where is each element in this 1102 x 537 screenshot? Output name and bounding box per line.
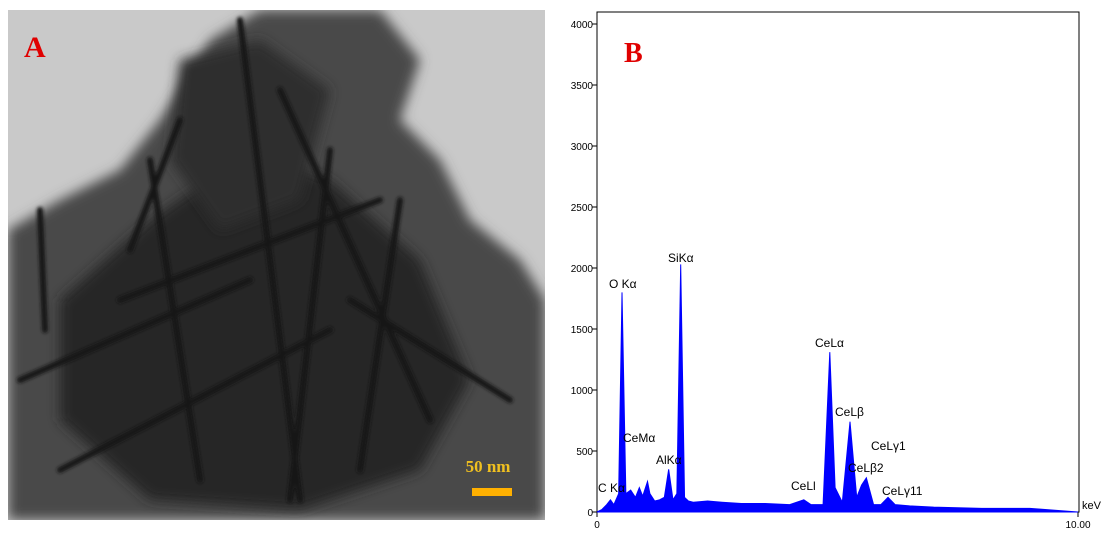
y-tick-label: 3500 [571,81,594,92]
y-tick-label: 0 [587,508,593,519]
peak-label: C Kα [598,481,625,495]
peak-label: CeLα [815,336,844,350]
y-tick-label: 2000 [571,264,594,275]
peak-label: CeLl [791,479,816,493]
y-tick-label: 3000 [571,142,594,153]
panel-label: A [24,31,46,64]
panel-label: B [624,38,643,69]
scale-bar [472,488,512,496]
y-tick-label: 1000 [571,386,594,397]
peak-label: CeLγ1 [871,439,906,453]
x-tick-label: 10.00 [1065,520,1090,531]
peak-label: AlKα [656,453,682,467]
peak-label: CeMα [623,431,655,445]
y-tick-label: 4000 [571,20,594,31]
y-tick-label: 500 [576,447,593,458]
peak-label: CeLβ2 [848,461,884,475]
spectrum-area [596,264,1079,513]
x-tick-label: 0 [594,520,600,531]
y-tick-label: 2500 [571,203,594,214]
y-tick-label: 1500 [571,325,594,336]
peak-label: O Kα [609,277,637,291]
peak-label: SiKα [668,251,694,265]
scale-bar-label: 50 nm [466,457,511,476]
x-axis-label: keV [1082,500,1102,512]
tem-image: A 50 nm [8,10,545,520]
peak-label: CeLβ [835,405,864,419]
peak-label: CeLγ11 [882,484,923,498]
